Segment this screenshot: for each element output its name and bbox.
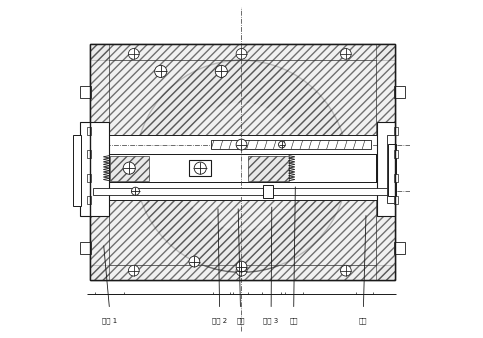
Bar <box>211 140 371 149</box>
Circle shape <box>341 265 351 276</box>
Bar <box>394 242 405 254</box>
Bar <box>80 242 91 254</box>
Bar <box>109 59 376 154</box>
Circle shape <box>236 261 247 272</box>
Text: 弄杆: 弄杆 <box>289 318 298 324</box>
Circle shape <box>341 48 351 59</box>
Text: 油束 3: 油束 3 <box>264 318 279 324</box>
Bar <box>86 174 91 182</box>
Text: 泥体: 泥体 <box>236 318 245 324</box>
Bar <box>93 188 391 195</box>
Bar <box>394 86 405 98</box>
Bar <box>80 86 91 98</box>
Bar <box>388 144 397 196</box>
Bar <box>73 135 81 206</box>
Circle shape <box>215 65 227 77</box>
Bar <box>86 127 91 135</box>
Bar <box>90 265 395 280</box>
Circle shape <box>128 265 139 276</box>
Bar <box>90 45 395 280</box>
Circle shape <box>279 141 285 148</box>
Bar <box>189 160 211 176</box>
Bar <box>110 155 149 181</box>
Text: 泥盘 1: 泥盘 1 <box>102 318 117 324</box>
Bar <box>80 122 109 216</box>
Circle shape <box>123 162 135 174</box>
Bar <box>387 135 395 203</box>
Circle shape <box>178 103 305 230</box>
Text: 泥盘 2: 泥盘 2 <box>212 318 227 324</box>
Circle shape <box>236 48 247 59</box>
Circle shape <box>236 139 247 150</box>
Bar <box>394 196 398 204</box>
Bar <box>394 127 398 135</box>
Bar <box>86 196 91 204</box>
Circle shape <box>155 65 167 77</box>
Circle shape <box>135 60 348 272</box>
Circle shape <box>131 187 140 195</box>
Bar <box>109 183 376 265</box>
Bar <box>90 183 395 200</box>
Bar <box>263 185 273 198</box>
Bar <box>90 45 395 59</box>
Bar <box>376 45 395 280</box>
Bar <box>86 150 91 158</box>
Bar <box>377 122 395 216</box>
Text: 泽口: 泽口 <box>359 318 368 324</box>
Bar <box>90 135 395 154</box>
Bar <box>248 155 289 181</box>
Bar <box>109 154 376 183</box>
Bar <box>394 174 398 182</box>
Circle shape <box>189 256 200 267</box>
Bar <box>394 150 398 158</box>
Circle shape <box>236 265 247 276</box>
Circle shape <box>128 48 139 59</box>
Bar <box>90 45 395 280</box>
Circle shape <box>194 162 206 174</box>
Bar <box>90 45 109 280</box>
